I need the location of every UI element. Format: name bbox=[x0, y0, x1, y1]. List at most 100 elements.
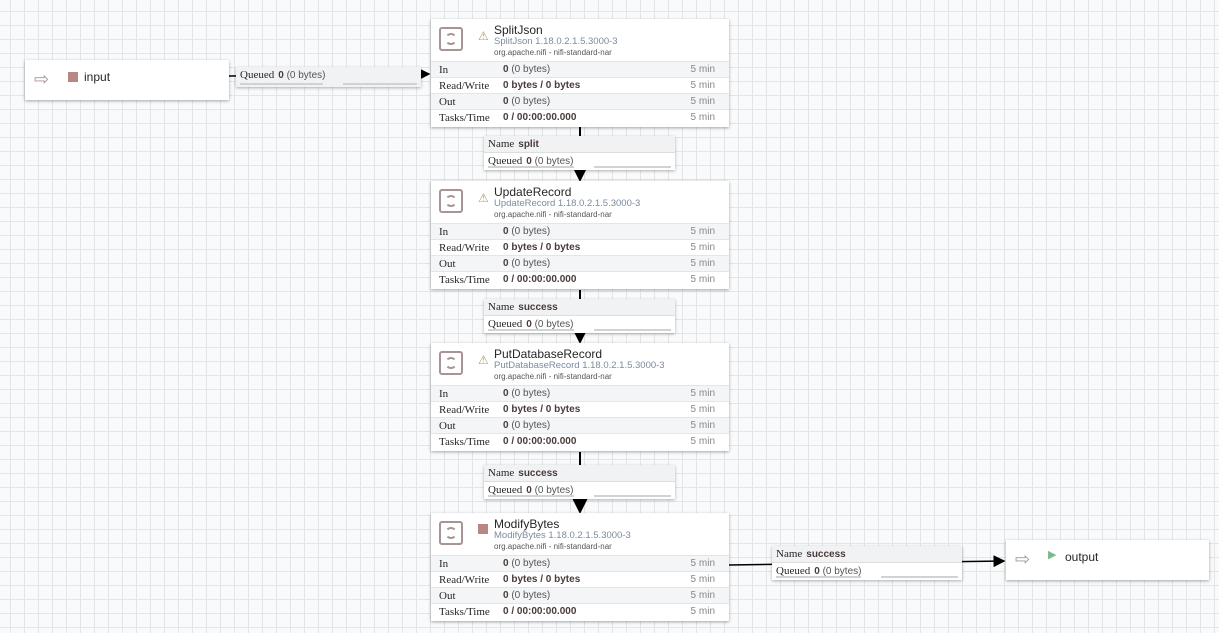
connection-label[interactable]: Name success Queued 0 (0 bytes) bbox=[484, 299, 675, 333]
stat-label: Tasks/Time bbox=[439, 274, 490, 286]
queued-count: 0 bbox=[526, 319, 532, 330]
stat-window: 5 min bbox=[690, 404, 715, 415]
queued-count: 0 bbox=[814, 566, 820, 577]
connection-label[interactable]: Name split Queued 0 (0 bytes) bbox=[484, 136, 675, 170]
connection-name: success bbox=[806, 549, 846, 560]
stopped-status-icon bbox=[68, 72, 78, 82]
name-label: Name bbox=[488, 301, 515, 313]
processor-type: PutDatabaseRecord 1.18.0.2.1.5.3000-3 bbox=[494, 360, 665, 371]
out-size: (0 bytes) bbox=[511, 420, 551, 431]
queue-count-bar bbox=[488, 495, 574, 497]
in-count: 0 bbox=[503, 388, 509, 399]
processor-icon bbox=[439, 27, 463, 51]
out-size: (0 bytes) bbox=[511, 258, 551, 269]
in-size: (0 bytes) bbox=[511, 388, 551, 399]
queued-label: Queued bbox=[776, 565, 811, 577]
stat-row: In 0 (0 bytes) 5 min bbox=[431, 61, 729, 78]
out-count: 0 bbox=[503, 96, 509, 107]
running-status-icon: ▶ bbox=[1048, 549, 1057, 561]
in-count: 0 bbox=[503, 226, 509, 237]
connection-label[interactable]: Queued 0 (0 bytes) bbox=[236, 67, 421, 87]
output-port-name: output bbox=[1065, 550, 1099, 564]
stat-row: Tasks/Time 0 / 00:00:00.000 5 min bbox=[431, 603, 729, 620]
queue-size-bar bbox=[881, 576, 958, 578]
warning-icon: ⚠ bbox=[478, 29, 489, 43]
stat-row: Read/Write 0 bytes / 0 bytes 5 min bbox=[431, 77, 729, 94]
stat-window: 5 min bbox=[690, 112, 715, 123]
queued-size: (0 bytes) bbox=[534, 319, 574, 330]
stat-window: 5 min bbox=[690, 436, 715, 447]
queue-size-bar bbox=[593, 166, 671, 168]
queued-label: Queued bbox=[488, 318, 523, 330]
stat-label: Tasks/Time bbox=[439, 606, 490, 618]
stat-window: 5 min bbox=[690, 80, 715, 91]
stat-window: 5 min bbox=[690, 242, 715, 253]
queued-label: Queued bbox=[488, 155, 523, 167]
stat-label: Read/Write bbox=[439, 404, 490, 416]
input-port[interactable]: ⇨ input bbox=[25, 60, 229, 100]
out-size: (0 bytes) bbox=[511, 96, 551, 107]
processor-bundle: org.apache.nifi - nifi-standard-nar bbox=[494, 210, 612, 219]
stopped-status-icon bbox=[478, 524, 488, 534]
stat-label: Out bbox=[439, 96, 456, 108]
stat-label: Out bbox=[439, 420, 456, 432]
read-write: 0 bytes / 0 bytes bbox=[503, 404, 581, 415]
tasks-time: 0 / 00:00:00.000 bbox=[503, 436, 577, 447]
output-port-icon: ⇨ bbox=[1015, 549, 1031, 569]
stat-row: In 0 (0 bytes) 5 min bbox=[431, 555, 729, 572]
connection-label[interactable]: Name success Queued 0 (0 bytes) bbox=[484, 465, 675, 499]
input-port-icon: ⇨ bbox=[34, 69, 50, 89]
stat-label: In bbox=[439, 388, 449, 400]
queued-count: 0 bbox=[278, 70, 284, 81]
queued-size: (0 bytes) bbox=[534, 485, 574, 496]
in-size: (0 bytes) bbox=[511, 558, 551, 569]
processor-modifybytes[interactable]: ModifyBytes ModifyBytes 1.18.0.2.1.5.300… bbox=[431, 513, 729, 621]
queued-label: Queued bbox=[240, 69, 275, 81]
read-write: 0 bytes / 0 bytes bbox=[503, 242, 581, 253]
stat-row: Read/Write 0 bytes / 0 bytes 5 min bbox=[431, 239, 729, 256]
name-label: Name bbox=[776, 548, 803, 560]
stat-row: In 0 (0 bytes) 5 min bbox=[431, 385, 729, 402]
processor-name: ModifyBytes bbox=[494, 517, 560, 531]
output-port[interactable]: ⇨ ▶ output bbox=[1006, 540, 1209, 580]
stat-window: 5 min bbox=[690, 606, 715, 617]
stat-row: Tasks/Time 0 / 00:00:00.000 5 min bbox=[431, 433, 729, 450]
queued-label: Queued bbox=[488, 484, 523, 496]
out-count: 0 bbox=[503, 420, 509, 431]
processor-name: SplitJson bbox=[494, 23, 543, 37]
stat-label: Tasks/Time bbox=[439, 436, 490, 448]
stat-window: 5 min bbox=[690, 574, 715, 585]
stat-label: In bbox=[439, 64, 449, 76]
in-size: (0 bytes) bbox=[511, 64, 551, 75]
tasks-time: 0 / 00:00:00.000 bbox=[503, 274, 577, 285]
stat-row: Out 0 (0 bytes) 5 min bbox=[431, 417, 729, 434]
processor-splitjson[interactable]: ⚠ SplitJson SplitJson 1.18.0.2.1.5.3000-… bbox=[431, 19, 729, 127]
in-size: (0 bytes) bbox=[511, 226, 551, 237]
out-size: (0 bytes) bbox=[511, 590, 551, 601]
queue-count-bar bbox=[488, 166, 574, 168]
stat-window: 5 min bbox=[690, 226, 715, 237]
stat-label: Out bbox=[439, 590, 456, 602]
connection-name: success bbox=[518, 302, 558, 313]
processor-putdatabaserecord[interactable]: ⚠ PutDatabaseRecord PutDatabaseRecord 1.… bbox=[431, 343, 729, 451]
connection-name: success bbox=[518, 468, 558, 479]
queued-count: 0 bbox=[526, 156, 532, 167]
warning-icon: ⚠ bbox=[478, 353, 489, 367]
processor-name: PutDatabaseRecord bbox=[494, 347, 603, 361]
processor-type: SplitJson 1.18.0.2.1.5.3000-3 bbox=[494, 36, 618, 47]
stat-window: 5 min bbox=[690, 258, 715, 269]
stat-label: Out bbox=[439, 258, 456, 270]
processor-icon bbox=[439, 521, 463, 545]
stat-label: In bbox=[439, 226, 449, 238]
processor-updaterecord[interactable]: ⚠ UpdateRecord UpdateRecord 1.18.0.2.1.5… bbox=[431, 181, 729, 289]
read-write: 0 bytes / 0 bytes bbox=[503, 80, 581, 91]
in-count: 0 bbox=[503, 558, 509, 569]
stat-row: Read/Write 0 bytes / 0 bytes 5 min bbox=[431, 571, 729, 588]
out-count: 0 bbox=[503, 258, 509, 269]
queue-count-bar bbox=[240, 83, 323, 85]
stat-row: Tasks/Time 0 / 00:00:00.000 5 min bbox=[431, 271, 729, 288]
stat-row: Out 0 (0 bytes) 5 min bbox=[431, 93, 729, 110]
processor-icon bbox=[439, 351, 463, 375]
connection-label[interactable]: Name success Queued 0 (0 bytes) bbox=[772, 546, 962, 580]
processor-type: ModifyBytes 1.18.0.2.1.5.3000-3 bbox=[494, 530, 631, 541]
